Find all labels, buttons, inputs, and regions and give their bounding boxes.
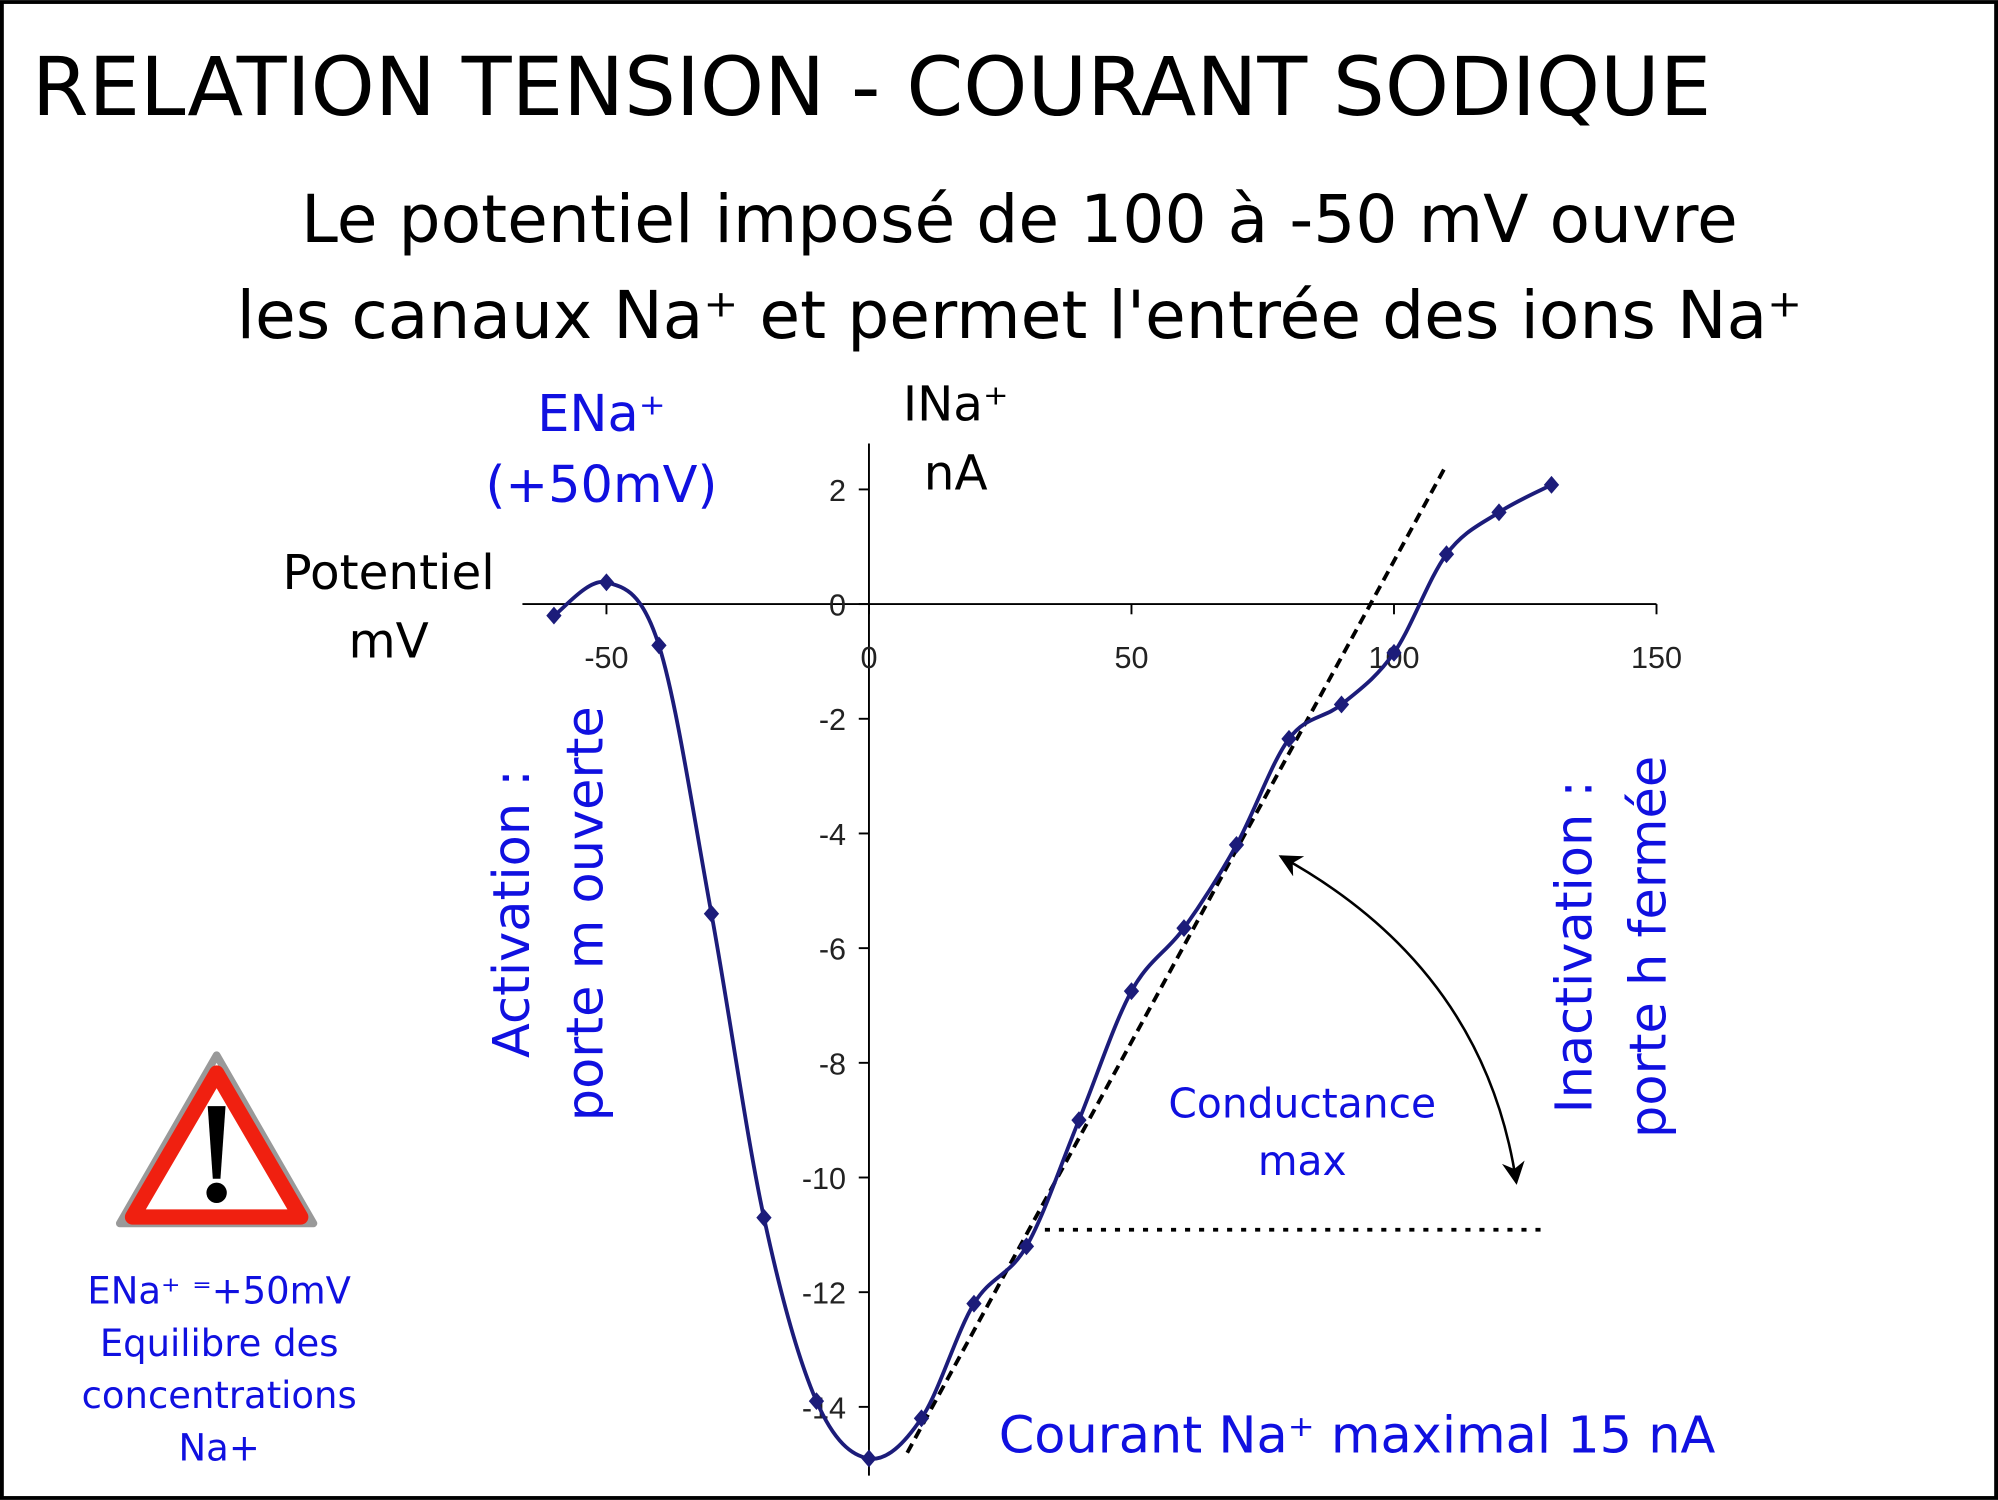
subtitle: Le potentiel imposé de 100 à -50 mV ouvr… xyxy=(301,180,1738,258)
data-point xyxy=(651,636,667,655)
x-tick-label: -50 xyxy=(584,641,628,675)
data-point xyxy=(1543,475,1560,494)
y-tick-label: -8 xyxy=(819,1047,846,1081)
warning-icon xyxy=(115,1051,318,1228)
x-axis-title: mV xyxy=(349,614,429,670)
data-point xyxy=(1281,729,1297,748)
arrow xyxy=(1278,855,1525,1185)
data-point xyxy=(966,1294,982,1313)
annotation: ENa⁺ xyxy=(537,385,665,444)
chart-title: RELATION TENSION - COURANT SODIQUE xyxy=(32,40,1711,135)
data-point xyxy=(1333,695,1350,714)
data-point xyxy=(1176,919,1192,937)
y-tick-label: 0 xyxy=(829,589,846,623)
data-point xyxy=(598,573,615,592)
annotation: concentrations xyxy=(82,1374,357,1417)
annotation: (+50mV) xyxy=(486,456,718,515)
data-point xyxy=(703,904,720,923)
y-tick-label: -12 xyxy=(802,1277,846,1311)
annotation: porte m ouverte xyxy=(557,706,616,1121)
data-point xyxy=(861,1449,877,1468)
y-tick-label: 2 xyxy=(829,474,846,508)
y-tick-label: -2 xyxy=(819,703,846,737)
data-point xyxy=(1438,545,1455,564)
data-point xyxy=(1071,1111,1087,1130)
annotation: Inactivation : xyxy=(1546,780,1605,1113)
annotation: Na+ xyxy=(179,1426,260,1469)
data-point xyxy=(808,1392,825,1411)
annotation: porte h fermée xyxy=(1619,756,1678,1138)
annotation: ENa⁺ ⁼+50mV xyxy=(87,1270,351,1313)
x-tick-label: 50 xyxy=(1114,641,1148,675)
y-tick-label: -6 xyxy=(819,933,846,967)
data-point xyxy=(1123,982,1140,1001)
y-axis-title: INa⁺ xyxy=(903,377,1009,433)
data-point xyxy=(1228,836,1245,854)
annotation: Activation : xyxy=(483,770,542,1058)
x-tick-label: 0 xyxy=(860,641,877,675)
x-tick-label: 150 xyxy=(1631,641,1682,675)
annotation: max xyxy=(1258,1137,1347,1185)
y-tick-label: -4 xyxy=(819,818,846,852)
subtitle: les canaux Na⁺ et permet l'entrée des io… xyxy=(237,276,1803,354)
y-tick-label: -10 xyxy=(802,1162,846,1196)
x-axis-title: Potentiel xyxy=(283,545,495,601)
data-point xyxy=(756,1208,772,1227)
tangent-line xyxy=(905,464,1448,1454)
data-point xyxy=(1018,1237,1035,1256)
data-point xyxy=(1386,643,1402,662)
annotation: Conductance xyxy=(1168,1080,1436,1128)
annotation: Equilibre des xyxy=(100,1322,339,1365)
annotation: Courant Na⁺ maximal 15 nA xyxy=(999,1407,1716,1466)
y-axis-title: nA xyxy=(924,445,988,501)
